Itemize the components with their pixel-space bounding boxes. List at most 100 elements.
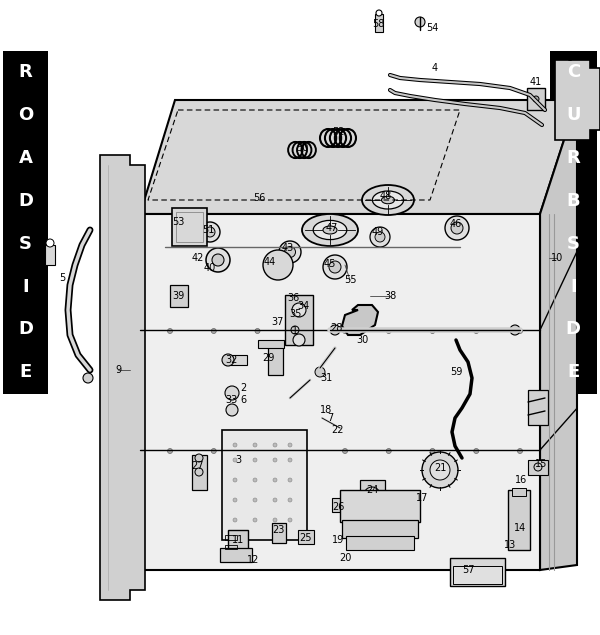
Circle shape [273, 458, 277, 462]
Circle shape [330, 325, 340, 335]
Text: 21: 21 [434, 463, 446, 473]
Circle shape [212, 254, 224, 266]
Circle shape [517, 448, 523, 453]
Circle shape [284, 246, 296, 258]
Text: 2: 2 [240, 383, 246, 393]
Text: 11: 11 [232, 535, 244, 545]
Circle shape [279, 241, 301, 263]
Circle shape [533, 96, 539, 102]
Text: 4: 4 [432, 63, 438, 73]
Text: D: D [566, 321, 581, 338]
Circle shape [292, 303, 306, 317]
Text: 27: 27 [192, 461, 204, 471]
Bar [360, 480, 385, 510]
Bar [375, 14, 383, 32]
Text: 43: 43 [282, 243, 294, 253]
Text: 14: 14 [514, 523, 526, 533]
Circle shape [288, 518, 292, 522]
Text: 35: 35 [289, 309, 301, 319]
Ellipse shape [382, 196, 395, 204]
Text: 38: 38 [384, 291, 396, 301]
Bar [298, 530, 314, 544]
Circle shape [364, 487, 380, 503]
Text: 16: 16 [515, 475, 527, 485]
Bar [258, 340, 284, 348]
Text: 26: 26 [332, 502, 344, 512]
Circle shape [386, 448, 391, 453]
Circle shape [415, 17, 425, 27]
Circle shape [451, 222, 463, 234]
Circle shape [430, 328, 435, 333]
Circle shape [299, 328, 304, 333]
Text: 53: 53 [172, 217, 184, 227]
Bar [346, 536, 414, 550]
Text: A: A [19, 149, 32, 167]
Text: 6: 6 [240, 395, 246, 405]
Bar [228, 530, 248, 552]
Text: 7: 7 [327, 413, 333, 423]
Circle shape [273, 498, 277, 502]
Circle shape [288, 458, 292, 462]
Circle shape [167, 328, 173, 333]
Text: 58: 58 [372, 19, 384, 29]
Circle shape [273, 478, 277, 482]
Text: I: I [22, 277, 29, 295]
Text: 23: 23 [272, 525, 284, 535]
Polygon shape [555, 60, 600, 140]
Bar [225, 535, 237, 540]
Bar [192, 455, 207, 490]
Text: 31: 31 [320, 373, 332, 383]
Circle shape [323, 255, 347, 279]
Circle shape [225, 386, 239, 400]
Text: 33: 33 [225, 395, 237, 405]
Text: 22: 22 [332, 425, 344, 435]
Circle shape [211, 328, 216, 333]
Text: O: O [18, 106, 33, 124]
Circle shape [273, 518, 277, 522]
Circle shape [195, 454, 203, 462]
Text: E: E [567, 363, 580, 381]
Text: 10: 10 [551, 253, 563, 263]
Circle shape [329, 261, 341, 273]
Text: 37: 37 [271, 317, 283, 327]
Circle shape [167, 448, 173, 453]
Text: 29: 29 [262, 353, 274, 363]
Circle shape [222, 354, 234, 366]
Text: D: D [18, 192, 33, 210]
Text: 9: 9 [115, 365, 121, 375]
Text: 36: 36 [287, 293, 299, 303]
Text: 49: 49 [372, 227, 384, 237]
Text: 13: 13 [504, 540, 516, 550]
Text: 56: 56 [253, 193, 265, 203]
Circle shape [386, 328, 391, 333]
Text: 28: 28 [330, 323, 342, 333]
Bar [528, 460, 548, 475]
Bar [222, 430, 307, 540]
Circle shape [315, 367, 325, 377]
Text: 19: 19 [332, 535, 344, 545]
Circle shape [288, 498, 292, 502]
Text: 17: 17 [416, 493, 428, 503]
Bar [332, 498, 344, 512]
Bar [512, 488, 526, 496]
Text: S: S [567, 235, 580, 253]
Circle shape [195, 468, 203, 476]
Circle shape [474, 328, 479, 333]
Circle shape [83, 373, 93, 383]
Bar [550, 51, 597, 394]
Text: 40: 40 [204, 263, 216, 273]
Ellipse shape [373, 191, 404, 209]
Circle shape [288, 443, 292, 447]
Circle shape [46, 239, 54, 247]
Circle shape [206, 248, 230, 272]
Bar [3, 51, 48, 394]
Text: U: U [566, 106, 581, 124]
Bar [225, 545, 237, 549]
Circle shape [534, 463, 542, 471]
Text: 48: 48 [380, 191, 392, 201]
Circle shape [226, 404, 238, 416]
Text: 41: 41 [530, 77, 542, 87]
Text: 24: 24 [366, 485, 378, 495]
Text: D: D [18, 321, 33, 338]
Text: 5: 5 [59, 273, 65, 283]
